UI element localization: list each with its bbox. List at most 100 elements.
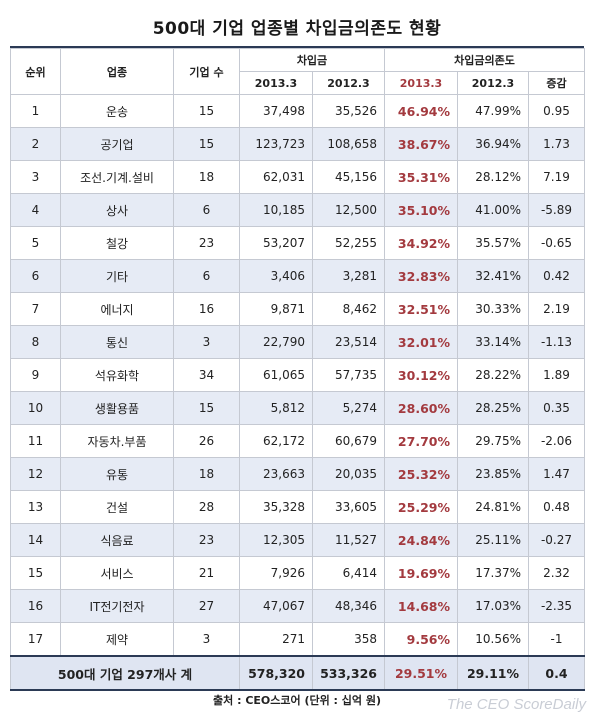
- cell-industry: 건설: [60, 490, 174, 524]
- col-header-borrowings: 차입금: [239, 48, 385, 72]
- col-header-industry: 업종: [60, 48, 174, 95]
- cell-dependence-2012: 29.75%: [457, 424, 529, 458]
- cell-borrowings-2013: 53,207: [239, 226, 313, 260]
- cell-company-count: 26: [173, 424, 240, 458]
- cell-company-count: 3: [173, 622, 240, 657]
- cell-industry: 서비스: [60, 556, 174, 590]
- cell-company-count: 6: [173, 259, 240, 293]
- cell-borrowings-2013: 62,172: [239, 424, 313, 458]
- cell-borrowings-2012: 358: [312, 622, 385, 657]
- cell-borrowings-2013: 37,498: [239, 94, 313, 128]
- cell-industry: 생활용품: [60, 391, 174, 425]
- cell-dependence-2013: 34.92%: [384, 226, 458, 260]
- cell-borrowings-2012: 48,346: [312, 589, 385, 623]
- cell-borrowings-2013: 9,871: [239, 292, 313, 326]
- cell-change: -5.89: [528, 193, 585, 227]
- cell-dependence-2012: 47.99%: [457, 94, 529, 128]
- col-header-company-count: 기업 수: [173, 48, 240, 95]
- table-row: 6 기타 6 3,406 3,281 32.83% 32.41% 0.42: [10, 259, 585, 293]
- cell-change: 0.95: [528, 94, 585, 128]
- cell-industry: 자동차.부품: [60, 424, 174, 458]
- cell-rank: 13: [10, 490, 61, 524]
- table-row: 4 상사 6 10,185 12,500 35.10% 41.00% -5.89: [10, 193, 585, 227]
- cell-borrowings-2013: 5,812: [239, 391, 313, 425]
- cell-borrowings-2012: 23,514: [312, 325, 385, 359]
- cell-rank: 1: [10, 94, 61, 128]
- col-header-borrowings-2012: 2012.3: [312, 71, 385, 95]
- col-header-borrowings-2013: 2013.3: [239, 71, 313, 95]
- cell-borrowings-2012: 45,156: [312, 160, 385, 194]
- cell-dependence-2012: 36.94%: [457, 127, 529, 161]
- cell-company-count: 21: [173, 556, 240, 590]
- cell-industry: 식음료: [60, 523, 174, 557]
- cell-dependence-2012: 32.41%: [457, 259, 529, 293]
- cell-dependence-2013: 27.70%: [384, 424, 458, 458]
- cell-industry: 에너지: [60, 292, 174, 326]
- cell-dependence-2013: 28.60%: [384, 391, 458, 425]
- cell-borrowings-2012: 3,281: [312, 259, 385, 293]
- cell-dependence-2013: 35.31%: [384, 160, 458, 194]
- total-label: 500대 기업 297개사 계: [10, 655, 240, 691]
- col-header-dependence-2013: 2013.3: [384, 71, 458, 95]
- cell-rank: 17: [10, 622, 61, 657]
- table-body: 1 운송 15 37,498 35,526 46.94% 47.99% 0.95 2 공기업 15 1…: [10, 94, 585, 657]
- cell-borrowings-2013: 10,185: [239, 193, 313, 227]
- cell-industry: 통신: [60, 325, 174, 359]
- col-header-dependence-2012: 2012.3: [457, 71, 529, 95]
- cell-rank: 4: [10, 193, 61, 227]
- cell-borrowings-2012: 8,462: [312, 292, 385, 326]
- cell-dependence-2012: 35.57%: [457, 226, 529, 260]
- cell-borrowings-2012: 108,658: [312, 127, 385, 161]
- cell-dependence-2013: 19.69%: [384, 556, 458, 590]
- cell-industry: 제약: [60, 622, 174, 657]
- table-row: 1 운송 15 37,498 35,526 46.94% 47.99% 0.95: [10, 94, 585, 128]
- cell-dependence-2013: 30.12%: [384, 358, 458, 392]
- cell-rank: 12: [10, 457, 61, 491]
- cell-borrowings-2012: 52,255: [312, 226, 385, 260]
- cell-borrowings-2013: 123,723: [239, 127, 313, 161]
- cell-borrowings-2013: 23,663: [239, 457, 313, 491]
- cell-dependence-2013: 38.67%: [384, 127, 458, 161]
- cell-company-count: 27: [173, 589, 240, 623]
- cell-company-count: 15: [173, 127, 240, 161]
- cell-change: 0.35: [528, 391, 585, 425]
- table-row: 10 생활용품 15 5,812 5,274 28.60% 28.25% 0.35: [10, 391, 585, 425]
- cell-borrowings-2012: 20,035: [312, 457, 385, 491]
- header-rule: [10, 46, 584, 48]
- cell-rank: 5: [10, 226, 61, 260]
- cell-company-count: 23: [173, 226, 240, 260]
- cell-change: 2.19: [528, 292, 585, 326]
- total-dependence-2012: 29.11%: [457, 655, 529, 691]
- cell-borrowings-2013: 12,305: [239, 523, 313, 557]
- cell-borrowings-2012: 11,527: [312, 523, 385, 557]
- cell-rank: 16: [10, 589, 61, 623]
- cell-change: -0.65: [528, 226, 585, 260]
- cell-industry: 석유화학: [60, 358, 174, 392]
- total-change: 0.4: [528, 655, 585, 691]
- cell-borrowings-2013: 271: [239, 622, 313, 657]
- cell-change: -1: [528, 622, 585, 657]
- cell-borrowings-2012: 57,735: [312, 358, 385, 392]
- cell-dependence-2013: 25.32%: [384, 457, 458, 491]
- cell-dependence-2013: 32.51%: [384, 292, 458, 326]
- cell-rank: 9: [10, 358, 61, 392]
- cell-rank: 10: [10, 391, 61, 425]
- table-row: 2 공기업 15 123,723 108,658 38.67% 36.94% 1.73: [10, 127, 585, 161]
- cell-dependence-2012: 23.85%: [457, 457, 529, 491]
- table-row: 8 통신 3 22,790 23,514 32.01% 33.14% -1.13: [10, 325, 585, 359]
- cell-rank: 8: [10, 325, 61, 359]
- col-header-change: 증감: [528, 71, 585, 95]
- cell-dependence-2013: 32.01%: [384, 325, 458, 359]
- cell-dependence-2012: 25.11%: [457, 523, 529, 557]
- cell-borrowings-2012: 60,679: [312, 424, 385, 458]
- cell-borrowings-2013: 47,067: [239, 589, 313, 623]
- cell-dependence-2013: 9.56%: [384, 622, 458, 657]
- cell-company-count: 23: [173, 523, 240, 557]
- cell-change: 1.47: [528, 457, 585, 491]
- cell-company-count: 15: [173, 391, 240, 425]
- cell-dependence-2013: 32.83%: [384, 259, 458, 293]
- cell-industry: 유통: [60, 457, 174, 491]
- cell-dependence-2012: 24.81%: [457, 490, 529, 524]
- cell-company-count: 18: [173, 160, 240, 194]
- cell-industry: IT전기전자: [60, 589, 174, 623]
